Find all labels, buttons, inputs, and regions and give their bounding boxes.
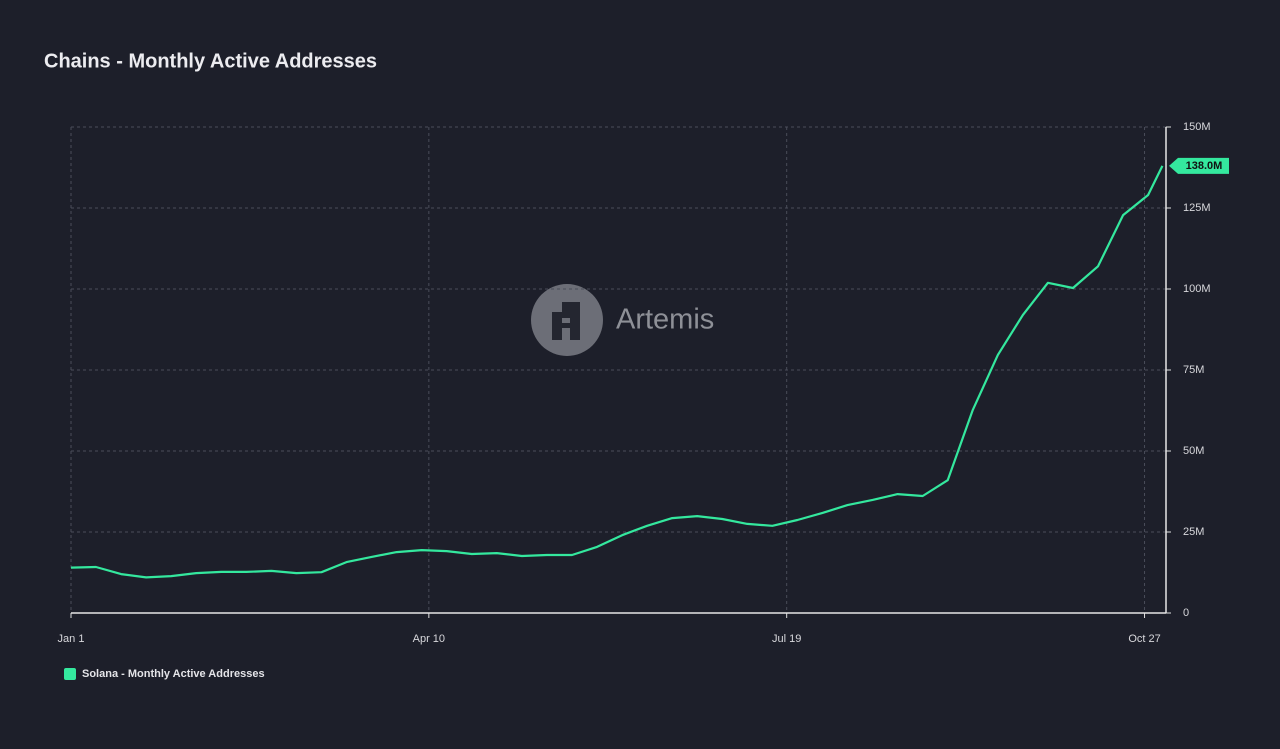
chart-title: Chains - Monthly Active Addresses <box>44 50 377 72</box>
x-tick-label: Oct 27 <box>1128 633 1160 645</box>
legend-label: Solana - Monthly Active Addresses <box>82 668 265 680</box>
x-tick-label: Jul 19 <box>772 633 801 645</box>
y-tick-label: 75M <box>1183 364 1204 376</box>
y-tick-label: 0 <box>1183 607 1189 619</box>
y-tick-label: 150M <box>1183 121 1211 133</box>
watermark-logo <box>531 284 603 356</box>
y-tick-label: 125M <box>1183 202 1211 214</box>
value-label-flag <box>1169 157 1229 174</box>
watermark: Artemis <box>616 304 714 336</box>
line-series <box>70 165 1164 579</box>
legend-swatch <box>64 668 76 680</box>
y-tick-label: 100M <box>1183 283 1211 295</box>
y-tick-label: 25M <box>1183 526 1204 538</box>
value-label: 138.0M <box>1186 160 1223 172</box>
x-tick-label: Apr 10 <box>413 633 445 645</box>
y-tick-label: 50M <box>1183 445 1204 457</box>
x-tick-label: Jan 1 <box>58 633 85 645</box>
